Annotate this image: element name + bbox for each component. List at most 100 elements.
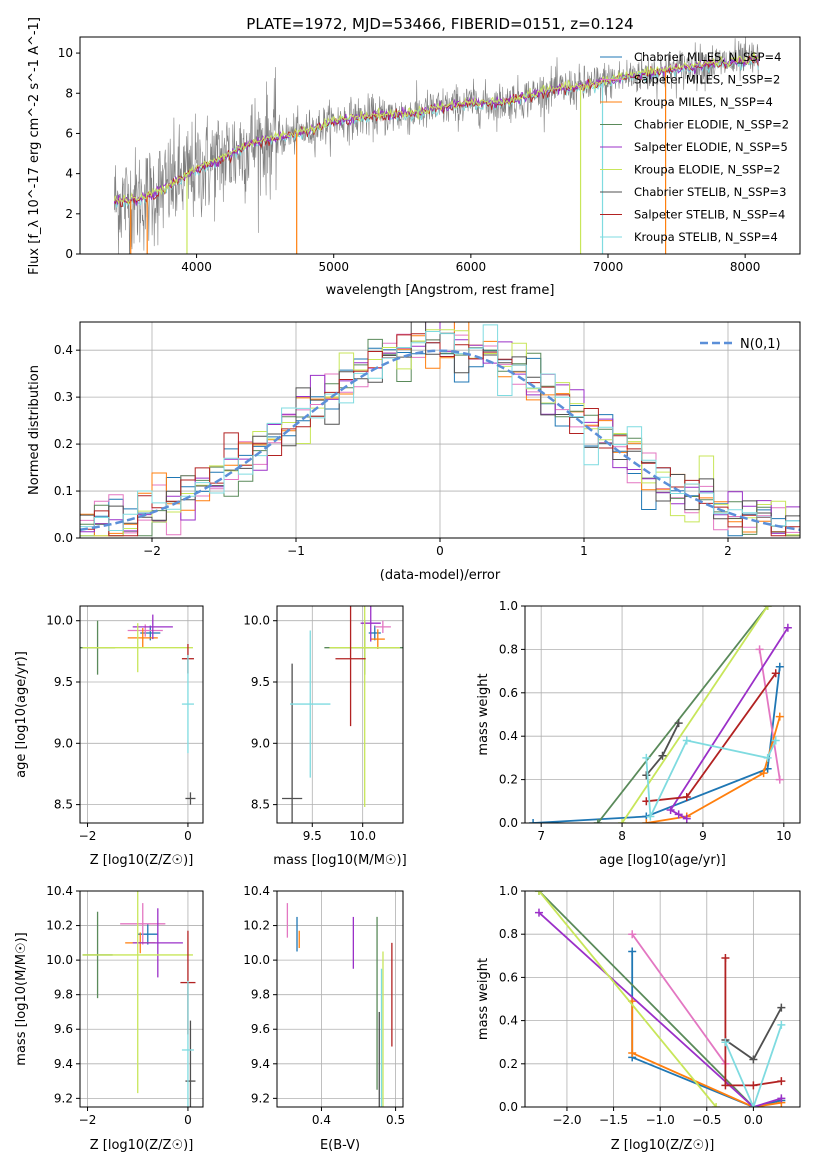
x-tick-label: 10.0 [349,829,376,843]
y-tick-label: 0.0 [499,1100,518,1114]
line-chabrier_miles [533,666,781,823]
legend-label: Kroupa STELIB, N_SSP=4 [634,230,778,244]
marker-kroupa_elodie [618,819,627,823]
marker-kroupa_miles [642,819,651,823]
x-tick-label: 0.4 [312,1113,331,1127]
y-tick-label: 9.4 [251,1057,270,1071]
y-tick-label: 0.6 [499,686,518,700]
point-salpeter_stelib [335,606,366,727]
x-tick-label: −2 [79,829,97,843]
point-salpeter_elodie [132,908,183,978]
point-kroupa_elodie [82,891,193,1094]
point-kroupa_miles [370,629,385,649]
marker-kroupa_stelib [771,736,780,745]
axes-frame [79,890,204,1108]
y-tick-label: 0.2 [499,1057,518,1071]
y-tick-label: 10.4 [46,884,73,898]
x-tick-label: 0 [184,1113,192,1127]
y-tick-label: 10.0 [46,953,73,967]
marker-chabrier_stelib [642,771,651,780]
marker-kroupa_stelib [721,1038,730,1047]
plot-area [286,903,393,1107]
point-kroupa_stelib [181,980,194,1107]
y-tick-label: 8 [65,86,73,100]
marker-salpeter_elodie [674,810,683,819]
y-tick-label: 9.8 [54,988,73,1002]
marker-salpeter_miles [628,930,637,939]
point-kroupa_stelib [181,655,194,754]
marker-salpeter_stelib [777,1077,786,1086]
x-tick-label: 7 [537,829,545,843]
x-tick-label: 0.5 [386,1113,405,1127]
line-kroupa_elodie [538,891,717,1107]
spectrum-legend: Chabrier MILES, N_SSP=4 Salpeter MILES, N… [600,50,789,244]
marker-chabrier_stelib [777,1003,786,1012]
x-axis-label: age [log10(age/yr)] [599,853,726,868]
x-axis-label: Z [log10(Z/Z☉)] [611,1138,715,1153]
plot-area [82,891,196,1107]
y-tick-label: 9.6 [54,1022,73,1036]
x-axis-label: Z [log10(Z/Z☉)] [90,853,194,868]
y-tick-label: 10.0 [46,614,73,628]
marker-salpeter_elodie [666,805,675,814]
y-tick-label: 1.0 [499,599,518,613]
y-axis-label: age [log10(age/yr)] [14,651,29,778]
marker-kroupa_elodie [763,606,772,610]
marker-chabrier_stelib [749,1055,758,1064]
line-kroupa_stelib [645,739,777,820]
plot-area [80,322,800,537]
plot-area [113,37,759,254]
y-tick-label: 0.4 [499,729,518,743]
marker-chabrier_stelib [674,719,683,728]
x-tick-label: 8000 [730,260,761,274]
point-chabrier_stelib [185,1020,196,1107]
y-tick-label: 9.5 [54,675,73,689]
marker-chabrier_miles [529,819,538,823]
point-kroupa_elodie [329,606,400,808]
y-tick-label: 10.2 [243,919,270,933]
y-axis-label: Flux [f_λ 10^-17 erg cm^-2 s^-1 A^-1] [27,17,42,275]
marker-salpeter_miles [755,645,764,654]
plot-area [529,606,792,823]
x-tick-label: −1 [287,544,305,558]
y-axis-label: mass weight [476,958,491,1040]
x-tick-label: −1.0 [646,1113,675,1127]
x-tick-label: 0 [436,544,444,558]
y-tick-label: 9.6 [251,1022,270,1036]
y-tick-label: 0 [65,247,73,261]
point-salpeter_miles [120,903,166,945]
line-chabrier_elodie [597,606,769,823]
axes-frame [276,605,404,824]
y-tick-label: 0.4 [499,1014,518,1028]
x-axis-label: wavelength [Angstrom, rest frame] [326,283,555,298]
marker-kroupa_stelib [763,753,772,762]
y-tick-label: 9.0 [251,736,270,750]
line-kroupa_miles [646,716,781,823]
x-tick-label: 9.5 [303,829,322,843]
x-tick-label: 10 [776,829,791,843]
axes-frame [524,605,801,824]
x-tick-label: −1.5 [599,1113,628,1127]
y-tick-label: 0.2 [54,437,73,451]
y-tick-label: 10.2 [46,919,73,933]
x-tick-label: 0.0 [744,1113,763,1127]
y-tick-label: 2 [65,207,73,221]
panel-mass_vs_Z: −2 0 9.2 9.4 9.6 9.8 10.0 10.2 10.4 Z [log10(Z/Z☉… [14,884,204,1153]
y-tick-label: 10.0 [243,614,270,628]
legend-label: Kroupa MILES, N_SSP=4 [634,95,773,109]
x-tick-label: −2 [79,1113,97,1127]
marker-salpeter_elodie [682,814,691,823]
line-salpeter_stelib [724,958,782,1087]
marker-kroupa_stelib [777,1020,786,1029]
legend-label: N(0,1) [740,337,781,352]
y-tick-label: 0.3 [54,390,73,404]
x-tick-label: −0.5 [692,1113,721,1127]
marker-chabrier_stelib [658,751,667,760]
y-tick-label: 0.1 [54,484,73,498]
marker-salpeter_elodie [777,1094,786,1103]
marker-salpeter_stelib [682,792,691,801]
y-tick-label: 0.6 [499,970,518,984]
marker-kroupa_elodie [534,891,543,895]
marker-salpeter_stelib [721,953,730,962]
